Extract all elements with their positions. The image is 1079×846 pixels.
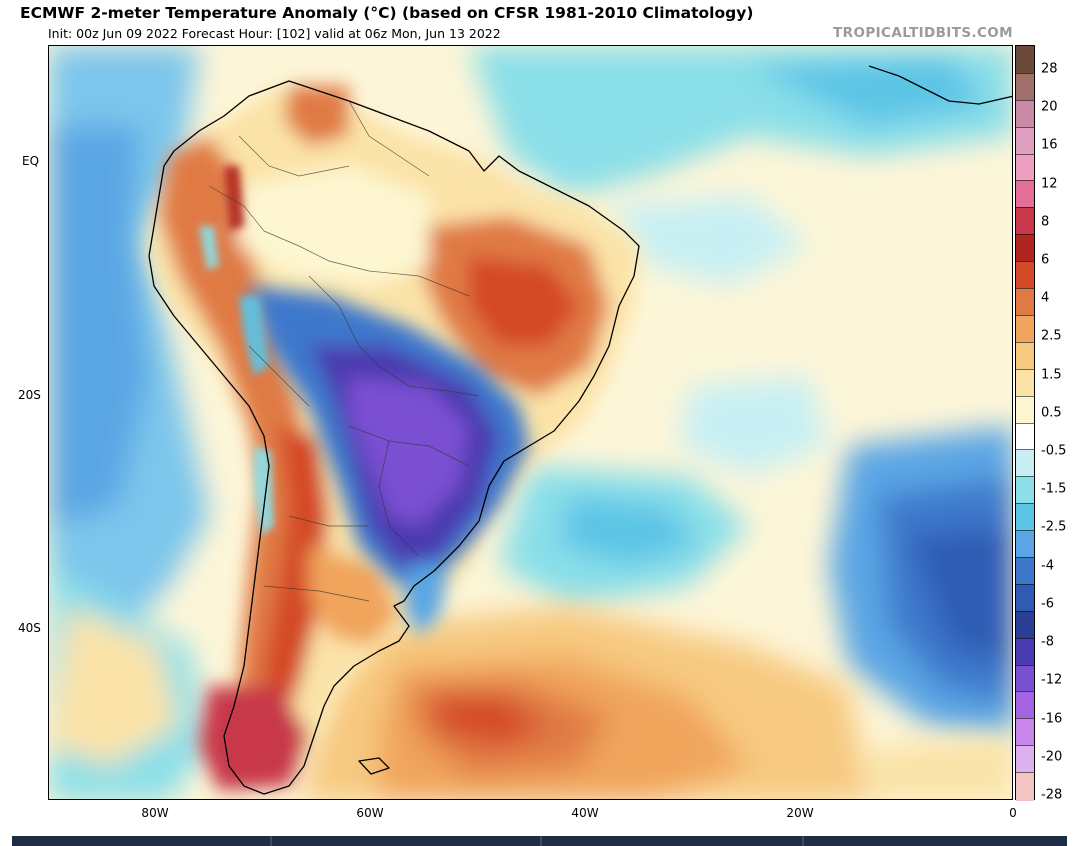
map-canvas xyxy=(49,46,1012,799)
lat-label-eq: EQ xyxy=(22,154,40,168)
colorbar-segment xyxy=(1016,395,1034,425)
colorbar-segment xyxy=(1016,422,1034,451)
borders xyxy=(208,100,480,602)
colorbar-tick-label: -16 xyxy=(1041,711,1063,727)
cold-outbreak-field xyxy=(249,286,529,636)
colorbar-segment xyxy=(1016,718,1034,747)
colorbar-segment xyxy=(1016,691,1034,720)
colorbar-segment xyxy=(1016,637,1034,667)
colorbar-tick-label: 20 xyxy=(1041,99,1058,115)
southern-ocean-warm-field xyxy=(299,606,1012,799)
lat-label-20s: 20S xyxy=(18,388,41,402)
colorbar-tick-label: 4 xyxy=(1041,290,1050,306)
colorbar-segment xyxy=(1016,341,1034,371)
colorbar-segment xyxy=(1016,288,1034,317)
colorbar-tick-label: -2.5 xyxy=(1041,519,1067,535)
colorbar-legend xyxy=(1015,45,1035,801)
lon-label-0: 0 xyxy=(1009,806,1017,820)
colorbar-segment xyxy=(1016,503,1034,532)
colorbar-tick-label: 1.5 xyxy=(1041,367,1062,383)
colorbar-segment xyxy=(1016,234,1034,263)
colorbar-tick-label: -1.5 xyxy=(1041,481,1067,497)
colorbar-tick-label: -6 xyxy=(1041,596,1054,612)
colorbar-segment xyxy=(1016,314,1034,344)
colorbar-segment xyxy=(1016,745,1034,774)
anomaly-map[interactable] xyxy=(48,45,1013,800)
colorbar-tick-label: 8 xyxy=(1041,214,1050,230)
colorbar-segment xyxy=(1016,583,1034,613)
south-atlantic-cool-field xyxy=(499,376,1012,736)
colorbar-segment xyxy=(1016,153,1034,183)
colorbar-segment xyxy=(1016,126,1034,156)
colorbar-segment xyxy=(1016,207,1034,236)
colorbar-tick-label: 28 xyxy=(1041,61,1058,77)
lon-label-20w: 20W xyxy=(786,806,814,820)
chart-title: ECMWF 2-meter Temperature Anomaly (°C) (… xyxy=(20,4,754,22)
lon-label-40w: 40W xyxy=(571,806,599,820)
footer-separator xyxy=(802,836,804,846)
colorbar-tick-label: -28 xyxy=(1041,787,1063,803)
colorbar-tick-label: 6 xyxy=(1041,252,1050,268)
footer-separator xyxy=(270,836,272,846)
colorbar-segment xyxy=(1016,476,1034,505)
colorbar-tick-label: -12 xyxy=(1041,672,1063,688)
colorbar-tick-label: 16 xyxy=(1041,137,1058,153)
colorbar-tick-label: 2.5 xyxy=(1041,328,1062,344)
colorbar-segment xyxy=(1016,46,1034,74)
pacific-cool-field xyxy=(49,46,209,799)
north-atlantic-cool-field xyxy=(469,46,1012,286)
colorbar-tick-label: -8 xyxy=(1041,634,1054,650)
colorbar-tick-label: 12 xyxy=(1041,176,1058,191)
init-valid-time: Init: 00z Jun 09 2022 Forecast Hour: [10… xyxy=(48,26,501,41)
colorbar-tick-label: 0.5 xyxy=(1041,405,1062,421)
colorbar-segment xyxy=(1016,368,1034,398)
colorbar-segment xyxy=(1016,530,1034,559)
lat-label-40s: 40S xyxy=(18,621,41,635)
colorbar-segment xyxy=(1016,180,1034,209)
colorbar-segment xyxy=(1016,772,1034,801)
colorbar-segment xyxy=(1016,664,1034,694)
colorbar-segment xyxy=(1016,99,1034,129)
colorbar-tick-label: -20 xyxy=(1041,749,1063,765)
lon-label-60w: 60W xyxy=(356,806,384,820)
colorbar-tick-label: -4 xyxy=(1041,558,1054,574)
colorbar-segment xyxy=(1016,556,1034,586)
colorbar-segment xyxy=(1016,261,1034,290)
lon-label-80w: 80W xyxy=(141,806,169,820)
source-credit: TROPICALTIDBITS.COM xyxy=(833,25,1013,41)
colorbar-segment xyxy=(1016,449,1034,478)
coastlines xyxy=(148,65,1012,795)
colorbar-tick-label: -0.5 xyxy=(1041,443,1067,459)
footer-separator xyxy=(540,836,542,846)
colorbar-segment xyxy=(1016,72,1034,102)
footer-bar xyxy=(12,836,1067,846)
colorbar-segment xyxy=(1016,610,1034,640)
